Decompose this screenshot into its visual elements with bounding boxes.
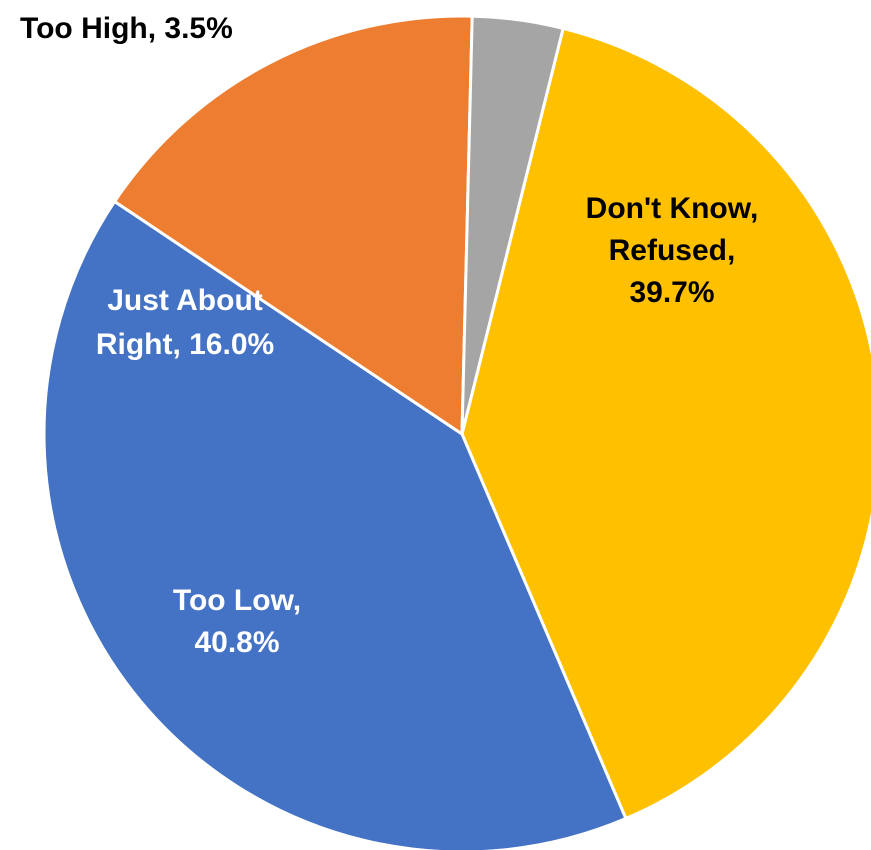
pie-slice-just-about-right	[113, 14, 474, 436]
data-label-line: Just About	[107, 284, 263, 317]
data-label-too-high: Too High, 3.5%	[20, 12, 233, 45]
pie-slice-don-t-know-refused	[460, 26, 871, 821]
data-label-too-low: Too Low, 40.8%	[173, 584, 301, 659]
data-label-line: Don't Know,	[586, 192, 759, 225]
data-label-line: 40.8%	[194, 626, 279, 659]
data-label-line: Too High, 3.5%	[20, 12, 233, 45]
data-label-line: 39.7%	[629, 276, 714, 309]
data-label-just-about-right: Just About Right, 16.0%	[96, 284, 274, 361]
pie-slice-too-high	[460, 14, 565, 436]
data-label-line: Too Low,	[173, 584, 301, 617]
data-label-don-t-know-refused: Don't Know, Refused, 39.7%	[586, 192, 759, 309]
pie-slice-too-low	[42, 199, 628, 850]
pie-slices	[42, 14, 871, 850]
data-label-line: Refused,	[609, 234, 736, 267]
data-label-line: Right, 16.0%	[96, 328, 274, 361]
pie-labels: Don't Know, Refused, 39.7% Too Low, 40.8% Jus…	[20, 12, 758, 659]
